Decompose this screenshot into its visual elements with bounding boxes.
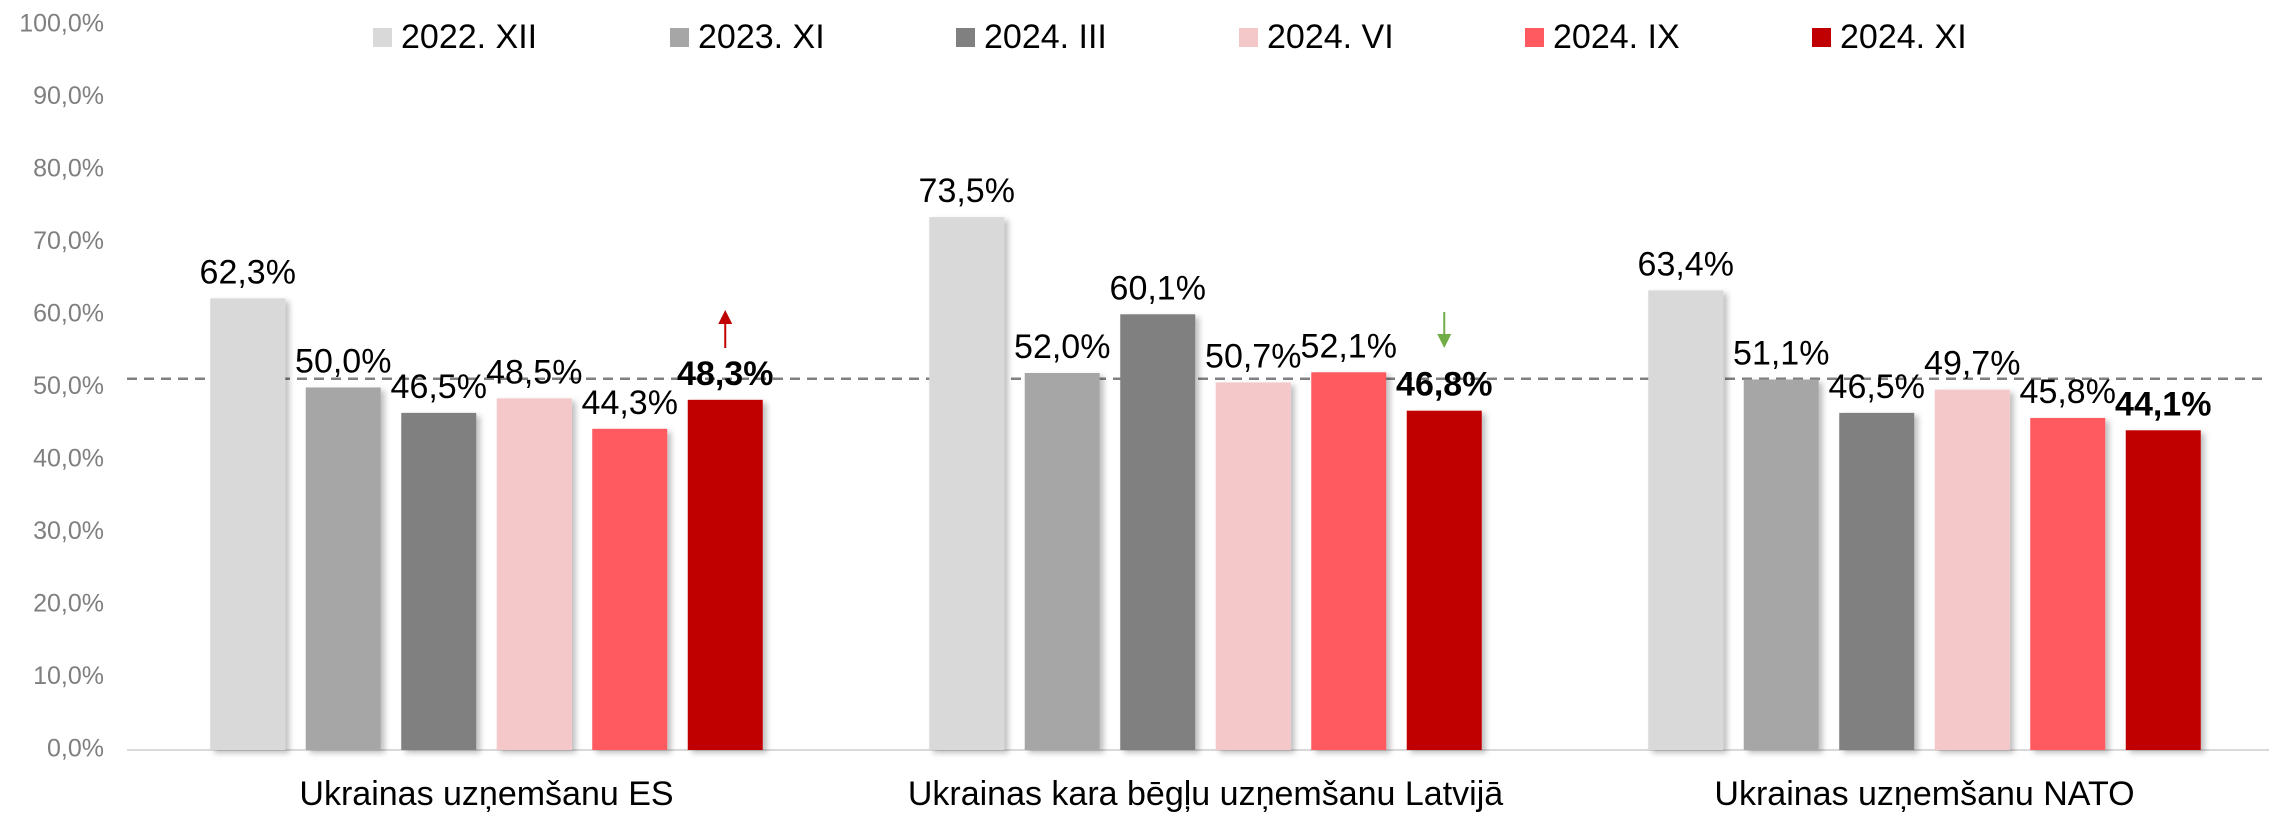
data-label: 46,8% xyxy=(1396,366,1492,404)
y-tick-label: 20,0% xyxy=(33,590,104,618)
bar xyxy=(1024,373,1100,750)
x-tick-label: Ukrainas uzņemšanu NATO xyxy=(1714,775,2134,813)
legend-label: 2024. IX xyxy=(1553,18,1680,56)
bar xyxy=(210,298,286,750)
bar xyxy=(1934,389,2010,750)
data-label: 73,5% xyxy=(919,172,1015,210)
bar xyxy=(2030,417,2106,750)
data-label: 49,7% xyxy=(1924,345,2020,383)
bar xyxy=(1743,379,1819,750)
data-label: 50,0% xyxy=(295,342,391,380)
bar xyxy=(1215,382,1291,750)
legend-label: 2022. XII xyxy=(401,18,537,56)
legend-label: 2024. XI xyxy=(1840,18,1967,56)
trend-arrow-head xyxy=(1437,334,1452,348)
legend-swatch xyxy=(1239,28,1258,47)
bar xyxy=(2125,430,2201,750)
y-tick-label: 30,0% xyxy=(33,517,104,545)
legend-swatch xyxy=(670,28,689,47)
bar xyxy=(1120,314,1196,750)
data-label: 44,3% xyxy=(582,384,678,422)
y-tick-label: 80,0% xyxy=(33,155,104,183)
y-tick-label: 0,0% xyxy=(47,735,104,763)
bar xyxy=(929,217,1005,750)
bar xyxy=(592,428,668,750)
bar xyxy=(687,399,763,750)
data-label: 50,7% xyxy=(1205,337,1301,375)
bar xyxy=(1406,410,1482,750)
data-label: 62,3% xyxy=(200,253,296,291)
data-label: 63,4% xyxy=(1638,245,1734,283)
data-label: 48,3% xyxy=(677,355,773,393)
data-label: 51,1% xyxy=(1733,335,1829,373)
y-tick-label: 10,0% xyxy=(33,662,104,690)
data-label: 52,0% xyxy=(1014,328,1110,366)
bar xyxy=(496,398,572,750)
bar xyxy=(1648,290,1724,750)
data-label: 44,1% xyxy=(2115,385,2211,423)
y-tick-label: 90,0% xyxy=(33,82,104,110)
legend-label: 2023. XI xyxy=(698,18,825,56)
legend-label: 2024. VI xyxy=(1267,18,1394,56)
y-tick-label: 70,0% xyxy=(33,227,104,255)
data-label: 52,1% xyxy=(1301,327,1397,365)
bar xyxy=(1839,412,1915,750)
legend-label: 2024. III xyxy=(984,18,1107,56)
legend-swatch xyxy=(1812,28,1831,47)
bar xyxy=(1311,372,1387,750)
data-label: 48,5% xyxy=(486,353,582,391)
y-tick-label: 60,0% xyxy=(33,300,104,328)
data-label: 46,5% xyxy=(1829,368,1925,406)
data-label: 46,5% xyxy=(391,368,487,406)
y-tick-label: 50,0% xyxy=(33,372,104,400)
legend-swatch xyxy=(956,28,975,47)
x-tick-label: Ukrainas kara bēgļu uzņemšanu Latvijā xyxy=(908,775,1503,813)
data-label: 60,1% xyxy=(1110,269,1206,307)
bar xyxy=(401,412,477,750)
data-label: 45,8% xyxy=(2020,373,2116,411)
x-tick-label: Ukrainas uzņemšanu ES xyxy=(299,775,673,813)
trend-arrow-head xyxy=(718,310,733,324)
bar xyxy=(305,387,381,750)
y-tick-label: 40,0% xyxy=(33,445,104,473)
legend-swatch xyxy=(1525,28,1544,47)
y-tick-label: 100,0% xyxy=(19,10,104,38)
legend-swatch xyxy=(373,28,392,47)
